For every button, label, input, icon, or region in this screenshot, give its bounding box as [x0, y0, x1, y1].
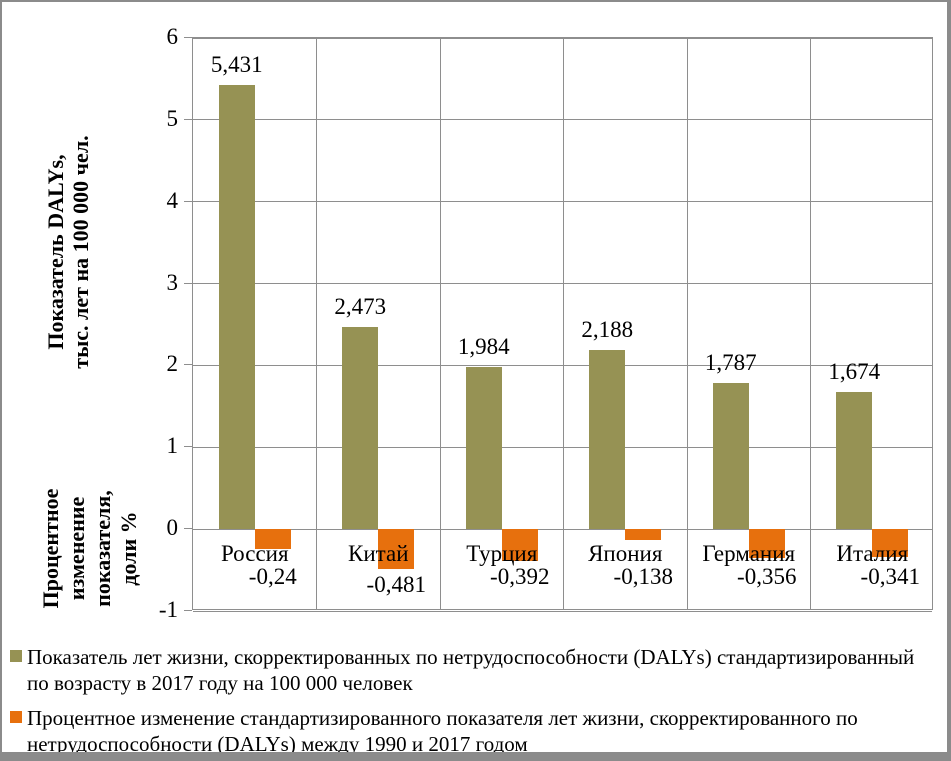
y-tick-mark: [184, 118, 192, 120]
y-tick-label: -1: [158, 597, 178, 622]
change-value-label: -0,481: [366, 571, 426, 597]
bar-change: [378, 529, 415, 569]
daly-value-label: 1,787: [704, 349, 757, 375]
bar-change: [501, 529, 538, 562]
gridline-h: [193, 446, 932, 448]
bar-daly: [836, 392, 873, 530]
y-tick-label: 0: [166, 515, 179, 541]
gridline-v: [439, 38, 441, 609]
legend: Показатель лет жизни, скорректированных …: [10, 644, 940, 756]
bar-daly: [589, 350, 626, 530]
daly-value-label: 5,431: [210, 51, 263, 77]
change-value-label: -0,24: [248, 564, 297, 590]
change-value-label: -0,356: [737, 564, 797, 590]
gridline-h: [193, 37, 932, 39]
y-tick-label: 1: [166, 433, 179, 459]
y-axis-title-primary: Показатель DALYs, тыс. лет на 100 000 че…: [43, 135, 93, 369]
legend-label-change: Процентное изменение стандартизированног…: [27, 706, 858, 756]
bar-change: [625, 529, 662, 541]
bar-daly: [712, 382, 749, 530]
category-label: Япония: [588, 541, 663, 567]
category-label: Германия: [702, 541, 796, 567]
y-tick-mark: [184, 610, 192, 611]
bar-change: [748, 529, 785, 559]
bar-daly: [218, 84, 255, 530]
gridline-v: [316, 38, 317, 609]
y-tick-label: 6: [166, 24, 179, 49]
change-value-label: -0,392: [490, 564, 550, 590]
legend-swatch-change-icon: [10, 711, 22, 723]
category-label: Турция: [466, 541, 538, 567]
gridline-h: [193, 201, 932, 203]
legend-item-change: Процентное изменение стандартизированног…: [10, 705, 940, 756]
category-label: Китай: [348, 541, 409, 567]
category-label: Италия: [836, 541, 909, 567]
y-tick-mark: [184, 364, 192, 366]
bar-change: [872, 529, 909, 558]
legend-label-daly: Показатель лет жизни, скорректированных …: [27, 645, 915, 695]
daly-value-label: 1,674: [828, 359, 881, 385]
plot-area: 5,431 Россия -0,24 2,473 Китай -0,481 1,984 Тур…: [192, 37, 933, 612]
y-tick-mark: [184, 446, 192, 448]
change-value-label: -0,341: [860, 564, 920, 590]
category-label: Россия: [220, 541, 289, 567]
gridline-h: [193, 610, 932, 612]
y-tick-label: 5: [166, 105, 179, 131]
bar-daly: [465, 366, 502, 530]
legend-item-daly: Показатель лет жизни, скорректированных …: [10, 644, 940, 696]
bar-daly: [342, 326, 379, 530]
daly-value-label: 1,984: [457, 333, 510, 359]
y-tick-mark: [184, 282, 192, 284]
y-tick-label: 4: [166, 187, 179, 213]
y-tick-label: 3: [166, 269, 179, 295]
daly-value-label: 2,188: [581, 317, 634, 343]
gridline-v: [686, 38, 688, 609]
y-tick-mark: [184, 200, 192, 202]
bar-change: [254, 529, 291, 549]
y-tick-label: 2: [166, 351, 179, 377]
change-value-label: -0,138: [613, 564, 673, 590]
daly-value-label: 2,473: [334, 293, 387, 319]
gridline-v: [563, 38, 564, 609]
gridline-h: [193, 283, 932, 285]
legend-swatch-daly-icon: [10, 650, 22, 662]
y-tick-mark: [184, 37, 192, 38]
gridline-h: [193, 528, 932, 530]
y-tick-mark: [184, 528, 192, 530]
gridline-h: [193, 119, 932, 121]
gridline-v: [810, 38, 811, 609]
gridline-h: [193, 364, 932, 366]
